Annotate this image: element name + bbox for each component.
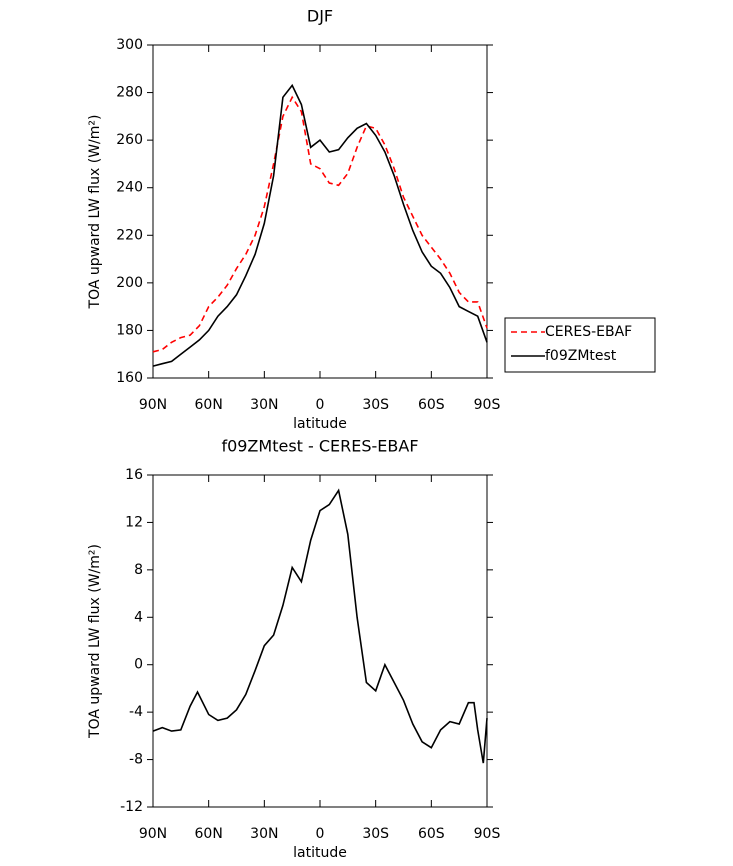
y-tick-label: 200 — [116, 275, 143, 291]
y-tick-label: 8 — [134, 562, 143, 578]
plot-frame — [152, 44, 488, 379]
y-tick-label: 260 — [116, 132, 143, 148]
x-tick-label: 60S — [418, 397, 445, 413]
y-tick-label: 180 — [116, 322, 143, 338]
x-tick-label: 90N — [139, 826, 167, 842]
x-tick-label: 30S — [362, 826, 389, 842]
chart-title: DJF — [307, 7, 333, 26]
y-tick-label: 0 — [134, 657, 143, 673]
x-tick-label: 0 — [316, 826, 325, 842]
x-tick-label: 0 — [316, 397, 325, 413]
plot-frame — [152, 474, 488, 808]
x-tick-label: 30N — [250, 397, 278, 413]
x-tick-label: 90N — [139, 397, 167, 413]
legend-label: CERES-EBAF — [545, 324, 632, 340]
y-tick-label: 280 — [116, 85, 143, 101]
x-tick-label: 60N — [195, 826, 223, 842]
y-tick-label: 4 — [134, 609, 143, 625]
y-tick-label: 16 — [125, 467, 143, 483]
x-axis-label: latitude — [293, 416, 347, 432]
y-tick-label: 160 — [116, 370, 143, 386]
y-tick-label: 220 — [116, 227, 143, 243]
x-tick-label: 60N — [195, 397, 223, 413]
y-tick-label: -4 — [129, 704, 143, 720]
y-tick-label: 300 — [116, 37, 143, 53]
x-tick-label: 30S — [362, 397, 389, 413]
y-axis-label: TOA upward LW flux (W/m²) — [87, 115, 103, 310]
x-tick-label: 90S — [474, 397, 501, 413]
y-tick-label: 12 — [125, 514, 143, 530]
legend-label: f09ZMtest — [545, 348, 617, 364]
y-tick-label: 240 — [116, 180, 143, 196]
y-tick-label: -12 — [120, 799, 143, 815]
line — [152, 95, 488, 353]
x-tick-label: 90S — [474, 826, 501, 842]
x-tick-label: 30N — [250, 826, 278, 842]
legend-box — [504, 317, 656, 373]
line — [152, 488, 488, 764]
y-axis-label: TOA upward LW flux (W/m²) — [87, 544, 103, 739]
line — [152, 83, 488, 367]
x-tick-label: 60S — [418, 826, 445, 842]
chart-title: f09ZMtest - CERES-EBAF — [221, 437, 418, 456]
x-axis-label: latitude — [293, 845, 347, 861]
y-tick-label: -8 — [129, 752, 143, 768]
